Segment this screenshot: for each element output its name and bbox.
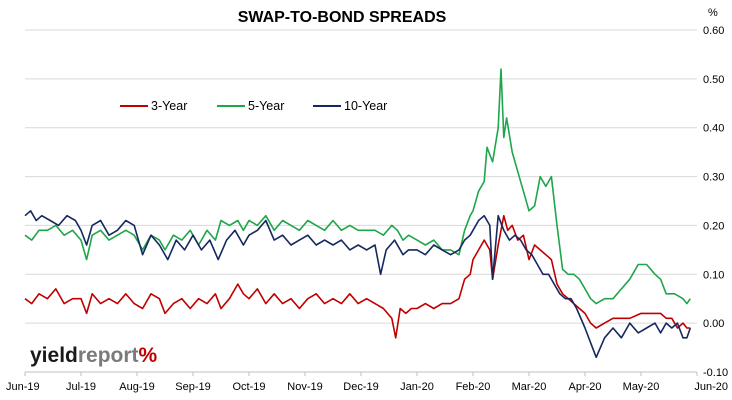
x-tick-label: Jun-20 [694, 381, 728, 393]
y-tick-label: -0.10 [703, 367, 728, 379]
x-tick-label: Mar-20 [512, 381, 547, 393]
x-tick-label: Jul-19 [66, 381, 96, 393]
svg-text:yieldreport%: yieldreport% [30, 344, 158, 367]
x-tick-label: Aug-19 [119, 381, 154, 393]
legend-label-10-year: 10-Year [344, 99, 387, 113]
x-tick-label: Jan-20 [400, 381, 434, 393]
x-tick-label: Sep-19 [175, 381, 210, 393]
chart-title: SWAP-TO-BOND SPREADS [238, 9, 447, 26]
logo-yield: yield [30, 344, 78, 367]
logo-percent: % [139, 344, 158, 367]
y-tick-label: 0.60 [703, 25, 724, 37]
y-tick-label: 0.50 [703, 74, 724, 86]
x-tick-label: Apr-20 [568, 381, 601, 393]
x-tick-label: Jun-19 [6, 381, 40, 393]
yieldreport-logo: yieldreport% [30, 344, 158, 367]
x-tick-label: Feb-20 [456, 381, 491, 393]
x-tick-label: May-20 [623, 381, 660, 393]
logo-report: report [78, 344, 139, 367]
x-axis-ticks: Jun-19 Jul-19 Aug-19 Sep-19 Oct-19 Nov-19 Dec-… [6, 371, 728, 393]
legend-label-3-year: 3-Year [151, 99, 187, 113]
y-tick-label: 0.20 [703, 220, 724, 232]
gridlines [25, 29, 697, 373]
x-tick-label: Oct-19 [232, 381, 265, 393]
y-axis-unit: % [708, 7, 718, 19]
y-axis-ticks: 0.60 0.50 0.40 0.30 0.20 0.10 0.00 -0.10 [703, 25, 728, 379]
y-tick-label: 0.10 [703, 269, 724, 281]
series-line-10-year [24, 210, 692, 359]
y-tick-label: 0.00 [703, 318, 724, 330]
x-tick-label: Dec-19 [343, 381, 378, 393]
legend: 3-Year 5-Year 10-Year [120, 99, 387, 113]
series-line-3-year [24, 214, 691, 339]
series-lines [24, 68, 692, 359]
y-tick-label: 0.30 [703, 172, 724, 184]
y-tick-label: 0.40 [703, 123, 724, 135]
x-tick-label: Nov-19 [287, 381, 322, 393]
legend-label-5-year: 5-Year [248, 99, 284, 113]
